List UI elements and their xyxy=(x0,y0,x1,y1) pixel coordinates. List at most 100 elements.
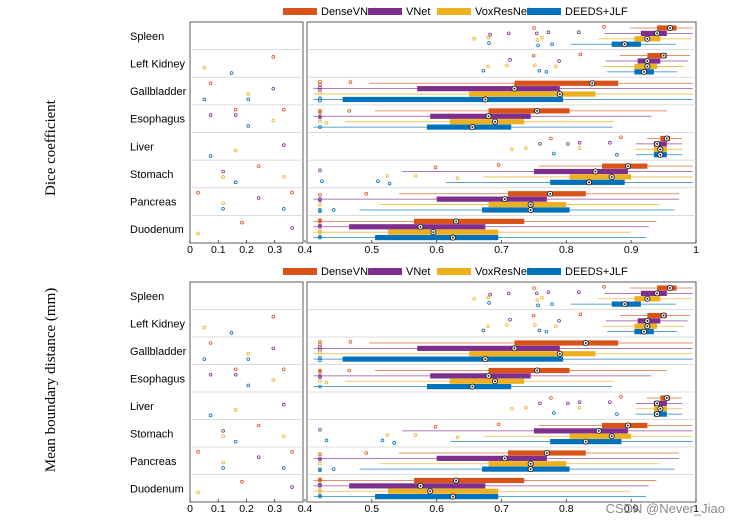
outlier-point xyxy=(324,438,329,443)
box-voxresnet xyxy=(569,174,632,180)
outlier-point xyxy=(221,201,225,206)
x-tick-label-0-3: 0.3 xyxy=(267,503,282,515)
outlier-point xyxy=(546,30,551,35)
outlier-point xyxy=(290,449,294,454)
outlier-point xyxy=(240,479,244,484)
legend-swatch-voxresnet xyxy=(437,268,471,275)
outlier-point xyxy=(552,411,556,415)
x-tick-label-0-2: 0.2 xyxy=(239,503,254,515)
outlier-point xyxy=(256,423,261,428)
outlier-point xyxy=(531,53,536,58)
category-label-left-kidney: Left Kidney xyxy=(130,318,186,330)
y-axis-label: Dice coefficient xyxy=(43,99,59,196)
outlier-point xyxy=(256,455,261,459)
median-dot xyxy=(646,60,649,63)
outlier-point xyxy=(506,291,511,296)
outlier-point xyxy=(318,80,322,84)
outlier-point xyxy=(318,350,322,355)
median-dot xyxy=(545,452,548,454)
outlier-point xyxy=(246,97,251,102)
outlier-point xyxy=(505,323,509,327)
box-voxresnet xyxy=(388,488,499,494)
category-label-pancreas: Pancreas xyxy=(130,456,177,468)
median-dot xyxy=(529,208,532,211)
box-densevnet xyxy=(488,367,570,374)
outlier-point xyxy=(534,31,539,36)
outlier-point xyxy=(318,339,322,344)
median-dot xyxy=(656,402,659,405)
x-tick-label-1: 1 xyxy=(693,503,699,515)
legend-swatch-densevnet xyxy=(283,268,317,275)
median-dot xyxy=(494,380,497,383)
outlier-point xyxy=(524,405,528,410)
outlier-point xyxy=(318,478,322,483)
outlier-point xyxy=(202,65,207,70)
median-dot xyxy=(610,435,613,438)
outlier-point xyxy=(392,441,396,445)
box-vnet xyxy=(640,290,667,296)
legend-swatch-deeds-jlf xyxy=(527,268,561,275)
outlier-point xyxy=(318,115,322,120)
outlier-point xyxy=(347,109,352,113)
outlier-point xyxy=(208,81,213,86)
outlier-point xyxy=(240,220,244,225)
box-vnet xyxy=(653,400,667,406)
outlier-point xyxy=(271,314,276,319)
outlier-point xyxy=(233,439,238,444)
outlier-point xyxy=(535,298,540,302)
median-dot xyxy=(643,330,646,333)
outlier-point xyxy=(290,190,294,195)
median-dot xyxy=(659,153,662,156)
box-voxresnet xyxy=(488,201,567,208)
median-dot xyxy=(529,462,532,465)
outlier-point xyxy=(208,341,213,345)
legend-swatch-densevnet xyxy=(283,8,317,15)
outlier-point xyxy=(413,173,418,178)
outlier-point xyxy=(281,367,286,372)
median-dot xyxy=(646,297,649,300)
median-dot xyxy=(503,457,506,460)
outlier-point xyxy=(271,346,276,351)
median-dot xyxy=(429,490,432,493)
median-dot xyxy=(584,342,587,344)
outlier-point xyxy=(533,63,537,68)
x-tick-label-0-9: 0.9 xyxy=(624,244,639,256)
outlier-point xyxy=(540,295,544,300)
outlier-point xyxy=(221,466,225,470)
outlier-point xyxy=(233,107,238,112)
outlier-point xyxy=(233,180,238,185)
outlier-point xyxy=(318,494,322,499)
legend-label-vnet: VNet xyxy=(406,266,430,278)
median-dot xyxy=(656,413,659,416)
outlier-point xyxy=(221,206,225,211)
outlier-point xyxy=(602,24,606,29)
outlier-point xyxy=(271,118,276,123)
outlier-point xyxy=(271,86,276,91)
outlier-point xyxy=(608,140,612,145)
outlier-point xyxy=(233,408,238,412)
median-dot xyxy=(588,181,591,184)
category-label-gallbladder: Gallbladder xyxy=(130,86,187,98)
median-dot xyxy=(597,429,600,432)
outlier-point xyxy=(318,198,322,203)
outlier-point xyxy=(318,197,322,201)
outlier-point xyxy=(538,142,542,146)
outlier-point xyxy=(196,449,200,454)
box-deeds-jlf xyxy=(482,466,570,472)
outlier-point xyxy=(318,452,322,457)
median-dot xyxy=(646,37,649,40)
median-dot xyxy=(662,54,665,57)
outlier-point xyxy=(233,113,238,117)
outlier-point xyxy=(537,68,542,73)
outlier-point xyxy=(486,295,491,300)
outlier-point xyxy=(577,146,582,150)
x-tick-label-0-4: 0.4 xyxy=(298,503,313,515)
outlier-point xyxy=(364,191,369,196)
y-axis-label: Mean boundary distance (mm) xyxy=(43,288,59,473)
outlier-point xyxy=(508,317,512,322)
median-dot xyxy=(646,65,649,68)
outlier-point xyxy=(486,64,490,69)
median-dot xyxy=(419,225,422,228)
outlier-point xyxy=(577,405,582,410)
outlier-point xyxy=(318,223,322,228)
